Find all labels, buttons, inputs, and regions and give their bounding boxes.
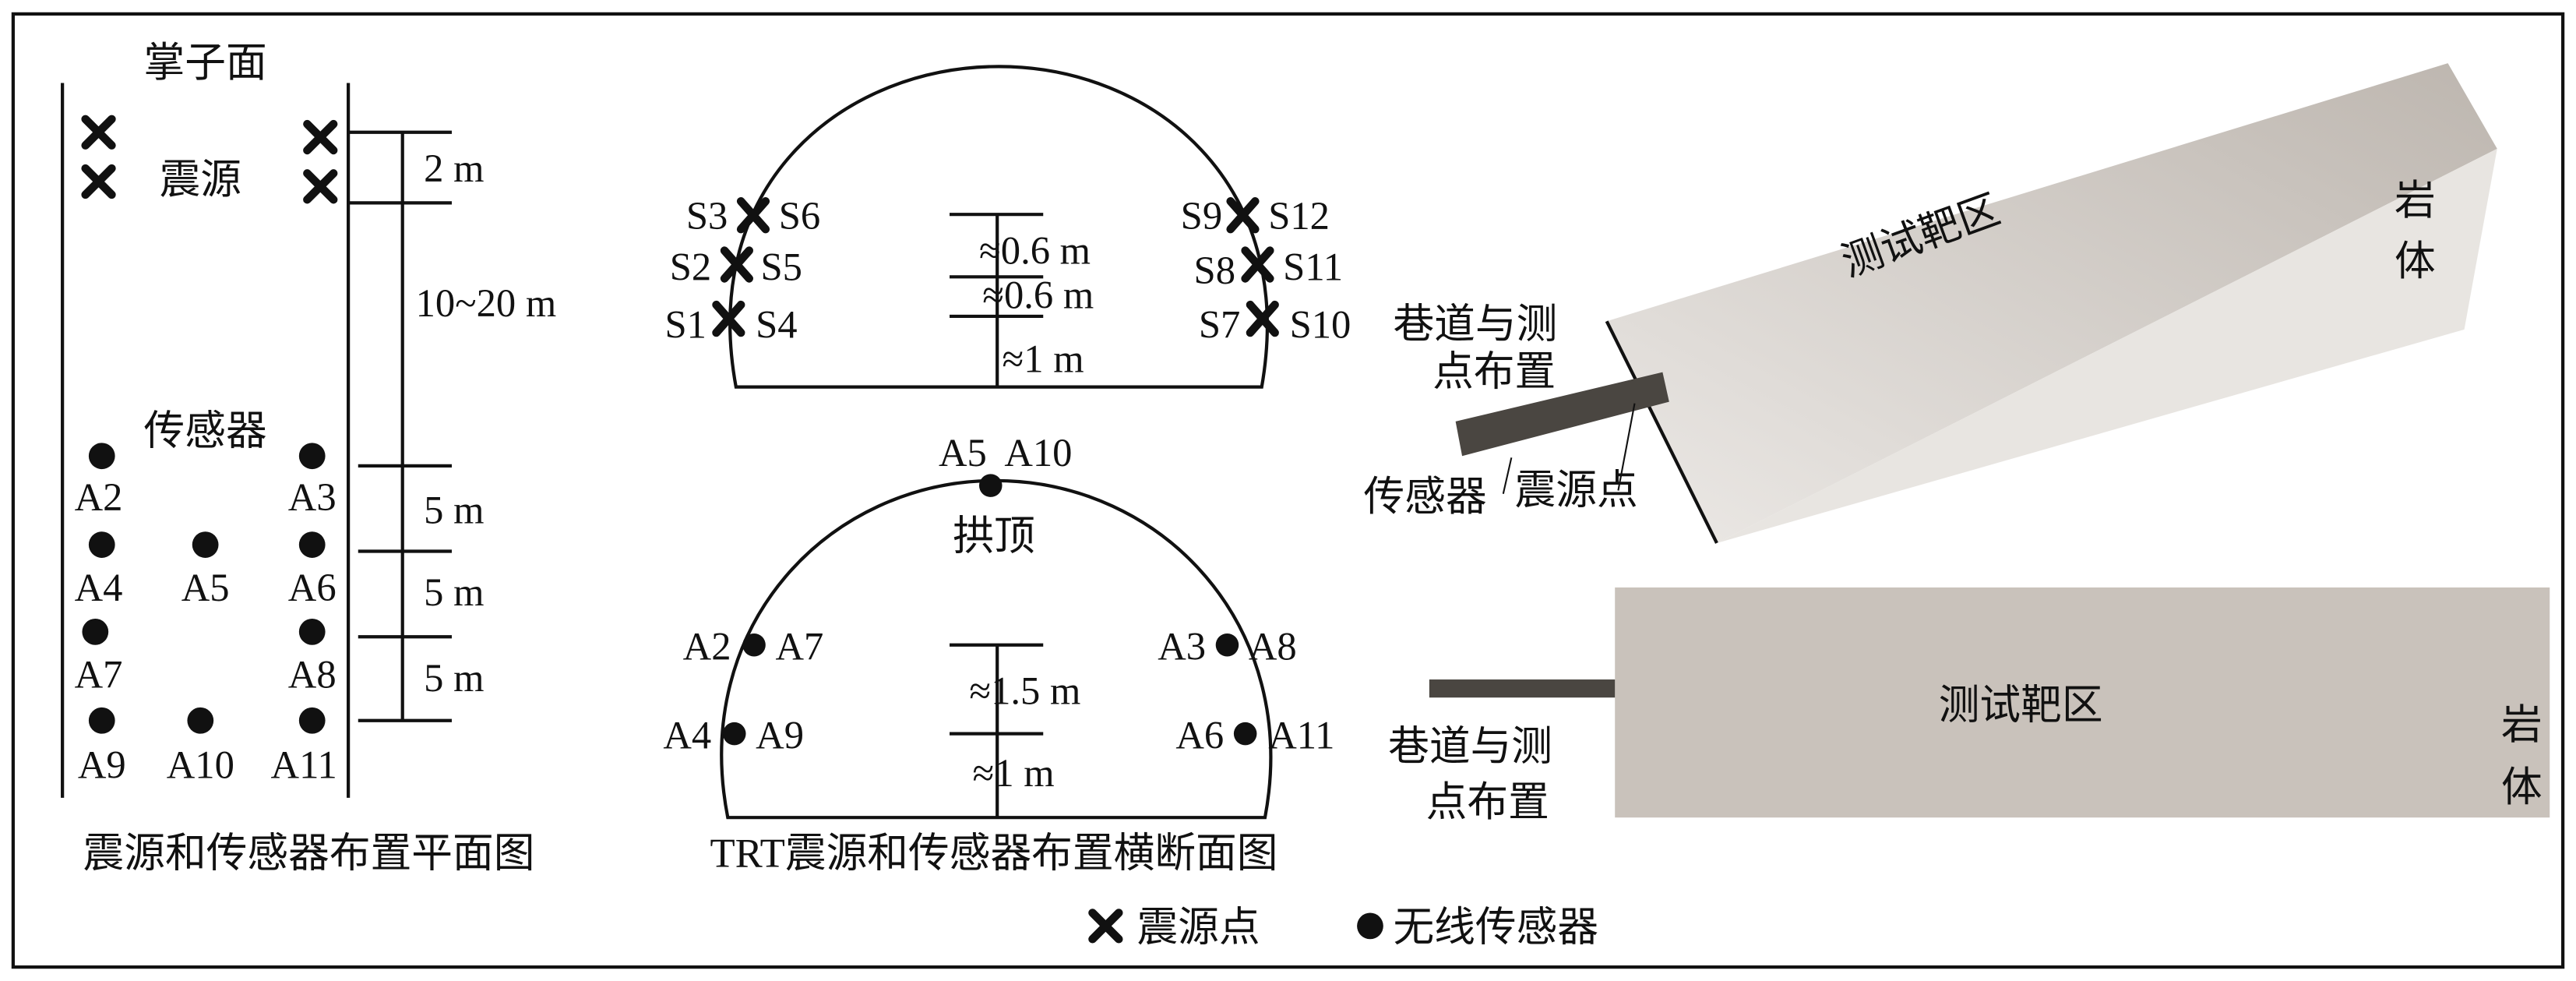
- sensor-id: A9: [78, 743, 126, 787]
- sensor-id: A11: [271, 743, 337, 787]
- sensor-id: A2: [683, 625, 731, 669]
- dim-label: 10~20 m: [416, 281, 557, 325]
- sensor-id: A7: [775, 625, 823, 669]
- sensor-id: A10: [167, 743, 234, 787]
- crown-label: 拱顶: [953, 513, 1034, 559]
- tunnel-label: 巷道与测: [1393, 302, 1557, 347]
- plan-view: 掌子面 震源 2 m 10~20 m 5 m 5 m 5 m 传感器: [61, 41, 557, 876]
- legend: 震源点 无线传感器: [1088, 905, 1598, 950]
- sensor-id: A9: [756, 714, 804, 757]
- tunnel-label: 巷道与测: [1388, 724, 1552, 769]
- side-view: 测试靶区 岩 体 巷道与测 点布置: [1388, 587, 2550, 825]
- dimension-lines: [950, 213, 1044, 387]
- target-label: 测试靶区: [1939, 683, 2103, 729]
- section-sensors: A5 A10 拱顶 A2 A7 A3 A8 A4 A9 A6 A11 ≈1.5 …: [663, 431, 1334, 877]
- target-box-side: [1716, 148, 2497, 543]
- sensor-dots: [82, 443, 326, 734]
- dim-label: ≈1 m: [973, 751, 1055, 795]
- source-id: S6: [779, 194, 820, 238]
- target-box: [1606, 63, 2497, 543]
- source-id: S12: [1268, 194, 1330, 238]
- rock-label: 体: [2501, 765, 2543, 810]
- dim-label: 2 m: [424, 146, 484, 190]
- sensor-id: A4: [663, 714, 711, 757]
- sensor-id: A5: [181, 566, 230, 609]
- dim-label: 5 m: [424, 570, 484, 614]
- model-3d: 测试靶区 岩 体 巷道与测 点布置 传感器 震源点: [1364, 63, 2497, 544]
- rock-label: 岩: [2501, 703, 2543, 748]
- sensor-id: A4: [75, 566, 123, 609]
- source-id: S5: [760, 245, 802, 289]
- dim-label: ≈1 m: [1003, 337, 1084, 381]
- source-id: S7: [1199, 302, 1240, 346]
- plan-caption: 震源和传感器布置平面图: [83, 831, 535, 876]
- source-id: S8: [1194, 249, 1235, 292]
- legend-sensor: 无线传感器: [1393, 905, 1598, 950]
- dimension-lines: [348, 130, 452, 722]
- sensor-id: A8: [1249, 625, 1297, 669]
- sensor-id: A8: [288, 653, 337, 697]
- source-id: S11: [1283, 245, 1343, 289]
- source-id: S4: [756, 302, 797, 346]
- sensor-label: 传感器: [144, 408, 267, 453]
- sensor-id: A3: [288, 475, 337, 519]
- sensor-id: A5 A10: [939, 431, 1073, 475]
- section-caption: TRT震源和传感器布置横断面图: [710, 831, 1277, 876]
- sensor-id: A2: [75, 475, 123, 519]
- dim-label: ≈0.6 m: [979, 228, 1091, 272]
- source-x-icons: [712, 197, 1279, 337]
- rock-label: 体: [2395, 239, 2436, 284]
- sensor-id: A11: [1268, 714, 1334, 757]
- sensor-dots: [722, 474, 1257, 746]
- source-id: S10: [1290, 302, 1351, 346]
- dim-label: 5 m: [424, 489, 484, 532]
- source-id: S1: [664, 302, 706, 346]
- rock-label: 岩: [2395, 178, 2436, 224]
- face-label: 掌子面: [144, 41, 267, 86]
- tunnel-pipe: [1455, 372, 1669, 457]
- dim-label: ≈0.6 m: [982, 273, 1094, 316]
- source-id: S3: [686, 194, 728, 238]
- sensor-label: 传感器: [1364, 475, 1487, 520]
- legend-source: 震源点: [1136, 905, 1260, 950]
- sensor-id: A7: [75, 653, 123, 697]
- dim-label: ≈1.5 m: [969, 669, 1080, 713]
- source-id: S9: [1181, 194, 1222, 238]
- source-id: S2: [670, 245, 711, 289]
- target-block: [1615, 587, 2550, 818]
- sensor-id: A6: [1175, 714, 1224, 757]
- tunnel-label: 点布置: [1426, 780, 1549, 825]
- sensor-id: A3: [1158, 625, 1206, 669]
- source-x-icon: [1088, 909, 1123, 944]
- dimension-lines: [950, 643, 1044, 818]
- dim-label: 5 m: [424, 656, 484, 700]
- sensor-id: A6: [288, 566, 337, 609]
- source-label: 震源: [160, 157, 241, 203]
- source-label: 震源点: [1515, 468, 1638, 513]
- tunnel-label: 点布置: [1432, 350, 1556, 395]
- tunnel-pipe: [1429, 679, 1616, 698]
- source-x-icons: [81, 115, 338, 204]
- sensor-dot-icon: [1357, 912, 1383, 940]
- section-sources: S3 S6 S2 S5 S1 S4 S9 S12 S8 S11 S7 S10 ≈…: [664, 65, 1351, 389]
